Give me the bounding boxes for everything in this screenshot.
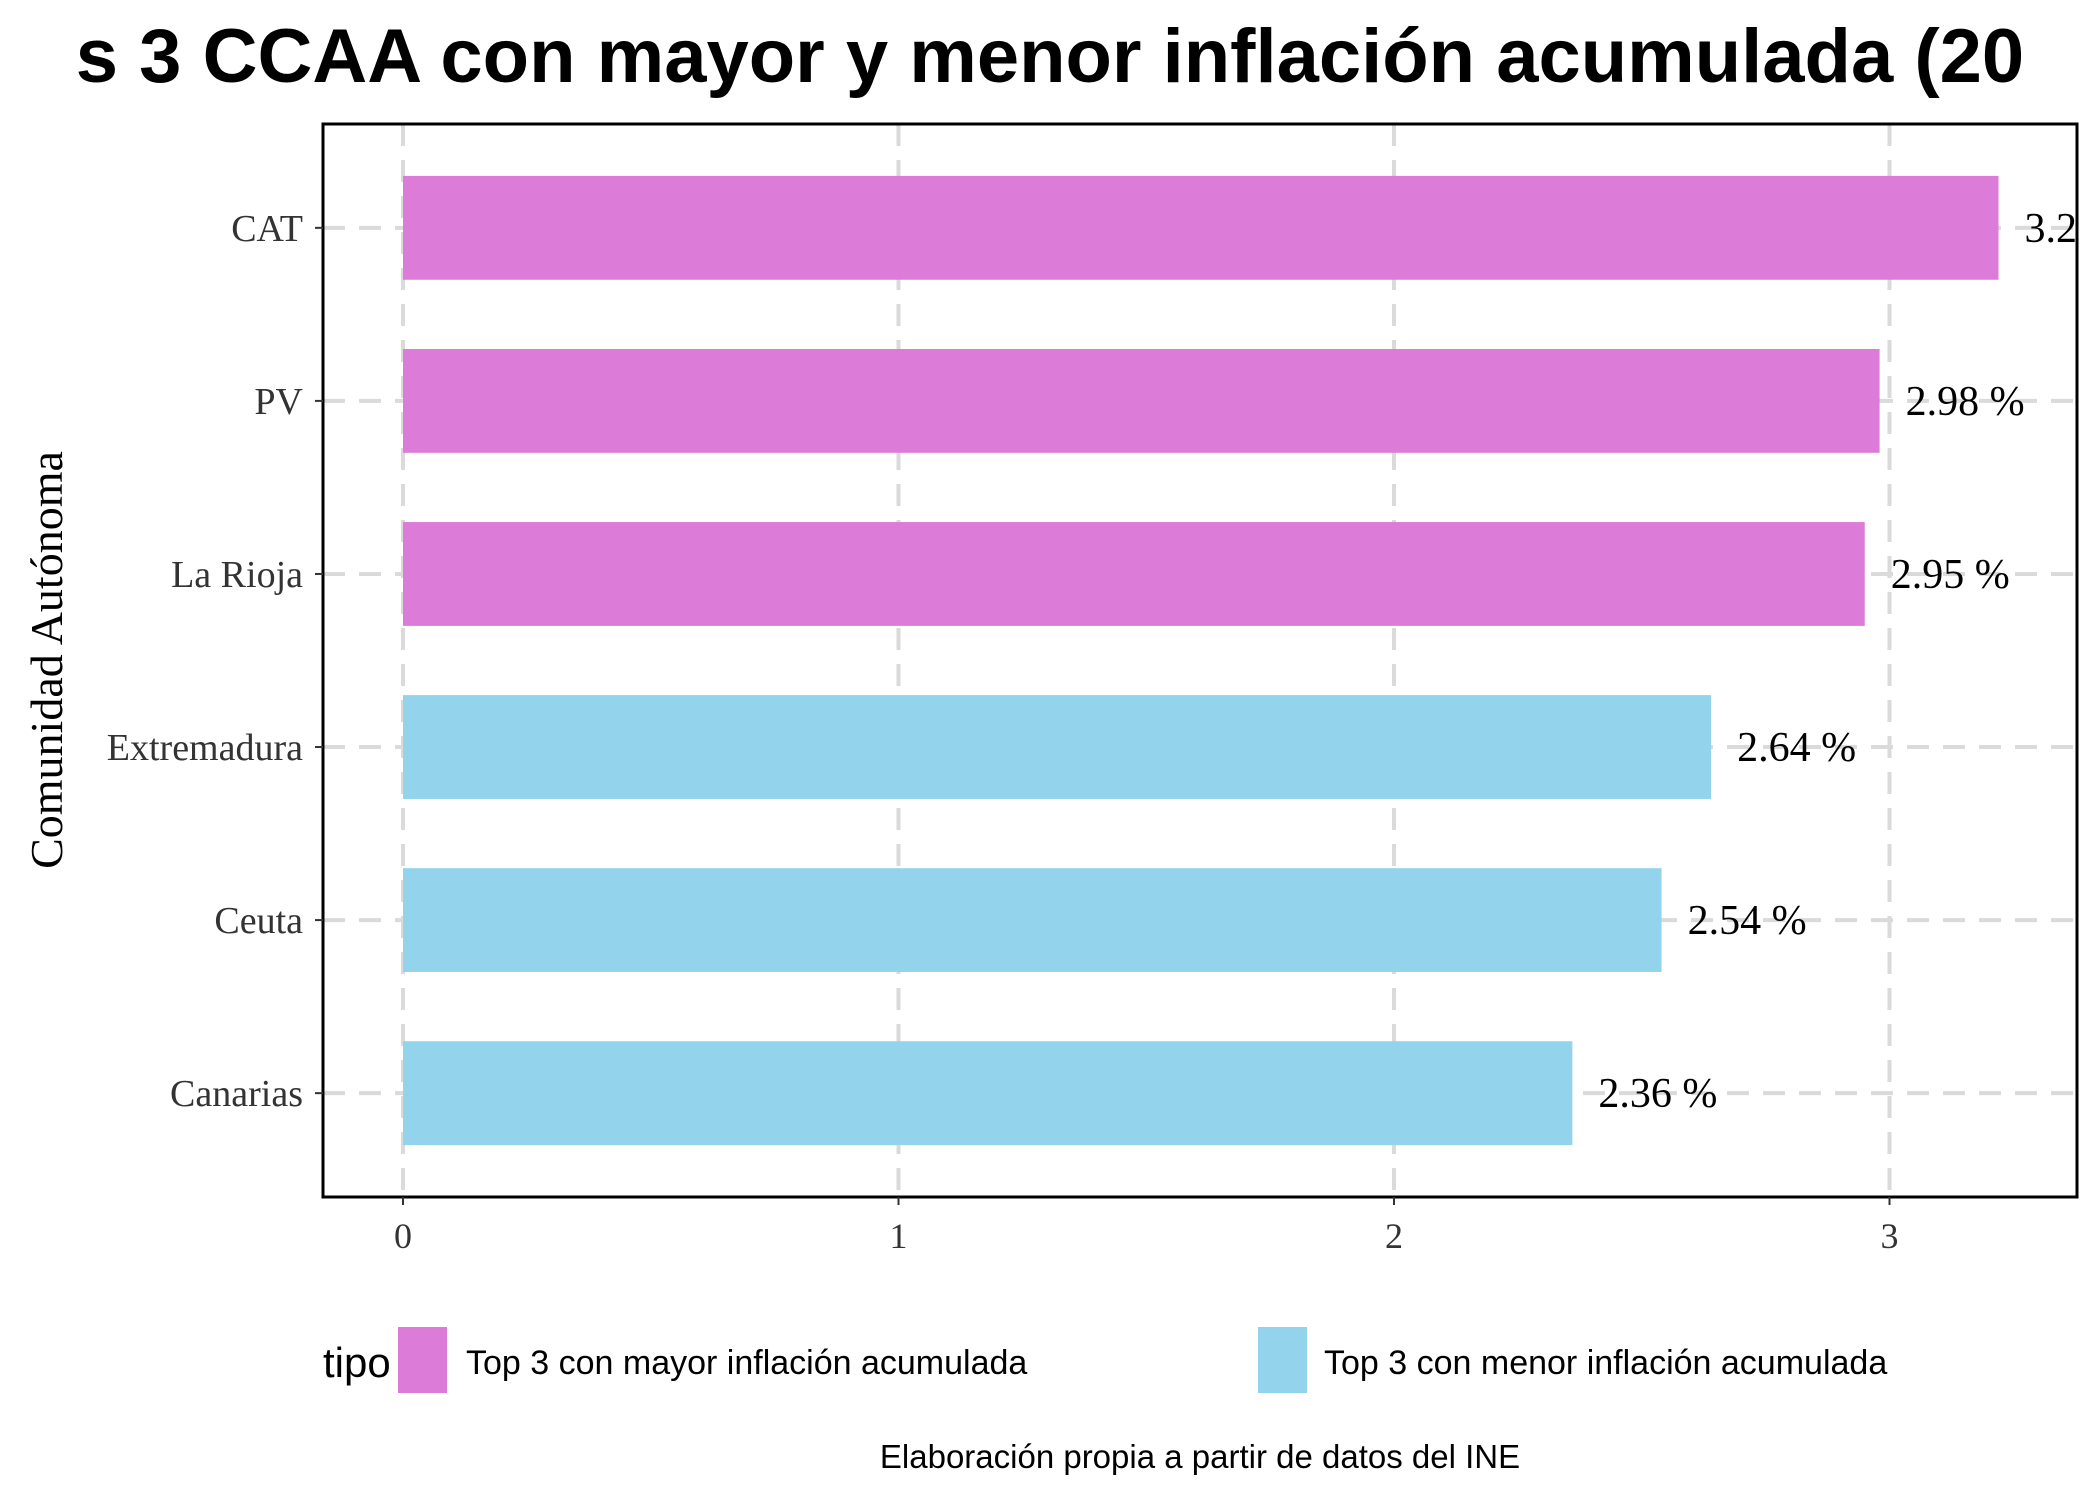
x-tick-label: 0	[394, 1216, 412, 1256]
value-label: 2.54 %	[1688, 898, 1807, 944]
x-axis-ticks: 0 1 2 3	[394, 1197, 1899, 1256]
legend-label-menor: Top 3 con menor inflación acumulada	[1324, 1344, 1887, 1382]
x-tick-label: 2	[1385, 1216, 1403, 1256]
value-label: 3.2	[2025, 206, 2078, 252]
legend-key-menor	[1258, 1327, 1307, 1393]
bar-canarias	[403, 1041, 1573, 1146]
gridlines	[323, 124, 2077, 1197]
y-axis-title: Comunidad Autónoma	[21, 451, 72, 869]
chart-title: s 3 CCAA con mayor y menor inflación acu…	[76, 14, 2024, 99]
value-label: 2.98 %	[1906, 379, 2025, 425]
y-axis-label: CAT	[231, 208, 303, 250]
y-axis-label: La Rioja	[171, 554, 303, 596]
value-label: 2.64 %	[1737, 725, 1856, 771]
bar-ceuta	[403, 868, 1662, 973]
value-label: 2.36 %	[1598, 1071, 1717, 1117]
y-axis-label: Ceuta	[214, 900, 303, 942]
legend: tipo Top 3 con mayor inflación acumulada…	[323, 1327, 1887, 1393]
y-axis-label: Canarias	[170, 1073, 303, 1115]
value-labels: 3.2 2.98 % 2.95 % 2.64 % 2.54 % 2.36 %	[1598, 206, 2077, 1117]
x-tick-label: 1	[890, 1216, 908, 1256]
bars	[403, 175, 1999, 1146]
legend-label-mayor: Top 3 con mayor inflación acumulada	[466, 1344, 1027, 1382]
bar-pv	[403, 348, 1880, 453]
legend-title: tipo	[323, 1339, 391, 1386]
x-tick-label: 3	[1881, 1216, 1899, 1256]
bar-cat	[403, 175, 1999, 280]
y-axis-labels: CAT PV La Rioja Extremadura Ceuta Canarias	[107, 208, 323, 1115]
caption: Elaboración propia a partir de datos del…	[880, 1438, 1520, 1475]
y-axis-label: Extremadura	[107, 727, 303, 769]
panel-border	[321, 122, 2079, 1199]
bar-la-rioja	[403, 522, 1865, 626]
value-label: 2.95 %	[1891, 552, 2010, 598]
legend-key-mayor	[398, 1327, 447, 1393]
bar-extremadura	[403, 695, 1712, 799]
y-axis-label: PV	[254, 381, 303, 423]
